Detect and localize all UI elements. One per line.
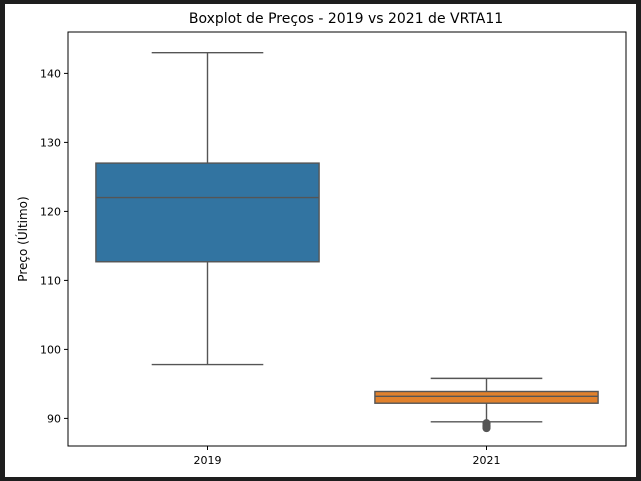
chart-title: Boxplot de Preços - 2019 vs 2021 de VRTA…: [189, 11, 503, 27]
plot-area: 90 100 110 120 130 140 2019 2021: [40, 31, 627, 467]
y-tick-label-90: 90: [47, 412, 61, 425]
y-tick-label-110: 110: [40, 274, 61, 287]
y-tick-label-100: 100: [40, 343, 61, 356]
box-2019: [95, 162, 320, 263]
chart-figure: Boxplot de Preços - 2019 vs 2021 de VRTA…: [5, 4, 636, 477]
boxplot-chart: Boxplot de Preços - 2019 vs 2021 de VRTA…: [15, 11, 627, 467]
x-tick-label-2019: 2019: [194, 454, 222, 467]
y-tick-label-120: 120: [40, 205, 61, 218]
y-axis-label: Preço (Último): [15, 196, 30, 281]
y-tick-label-140: 140: [40, 67, 61, 80]
box-2021: [374, 390, 599, 404]
axes-frame: [67, 31, 627, 447]
x-tick-label-2021: 2021: [473, 454, 501, 467]
y-tick-label-130: 130: [40, 136, 61, 149]
outlier-point-2021-3: [482, 423, 491, 433]
